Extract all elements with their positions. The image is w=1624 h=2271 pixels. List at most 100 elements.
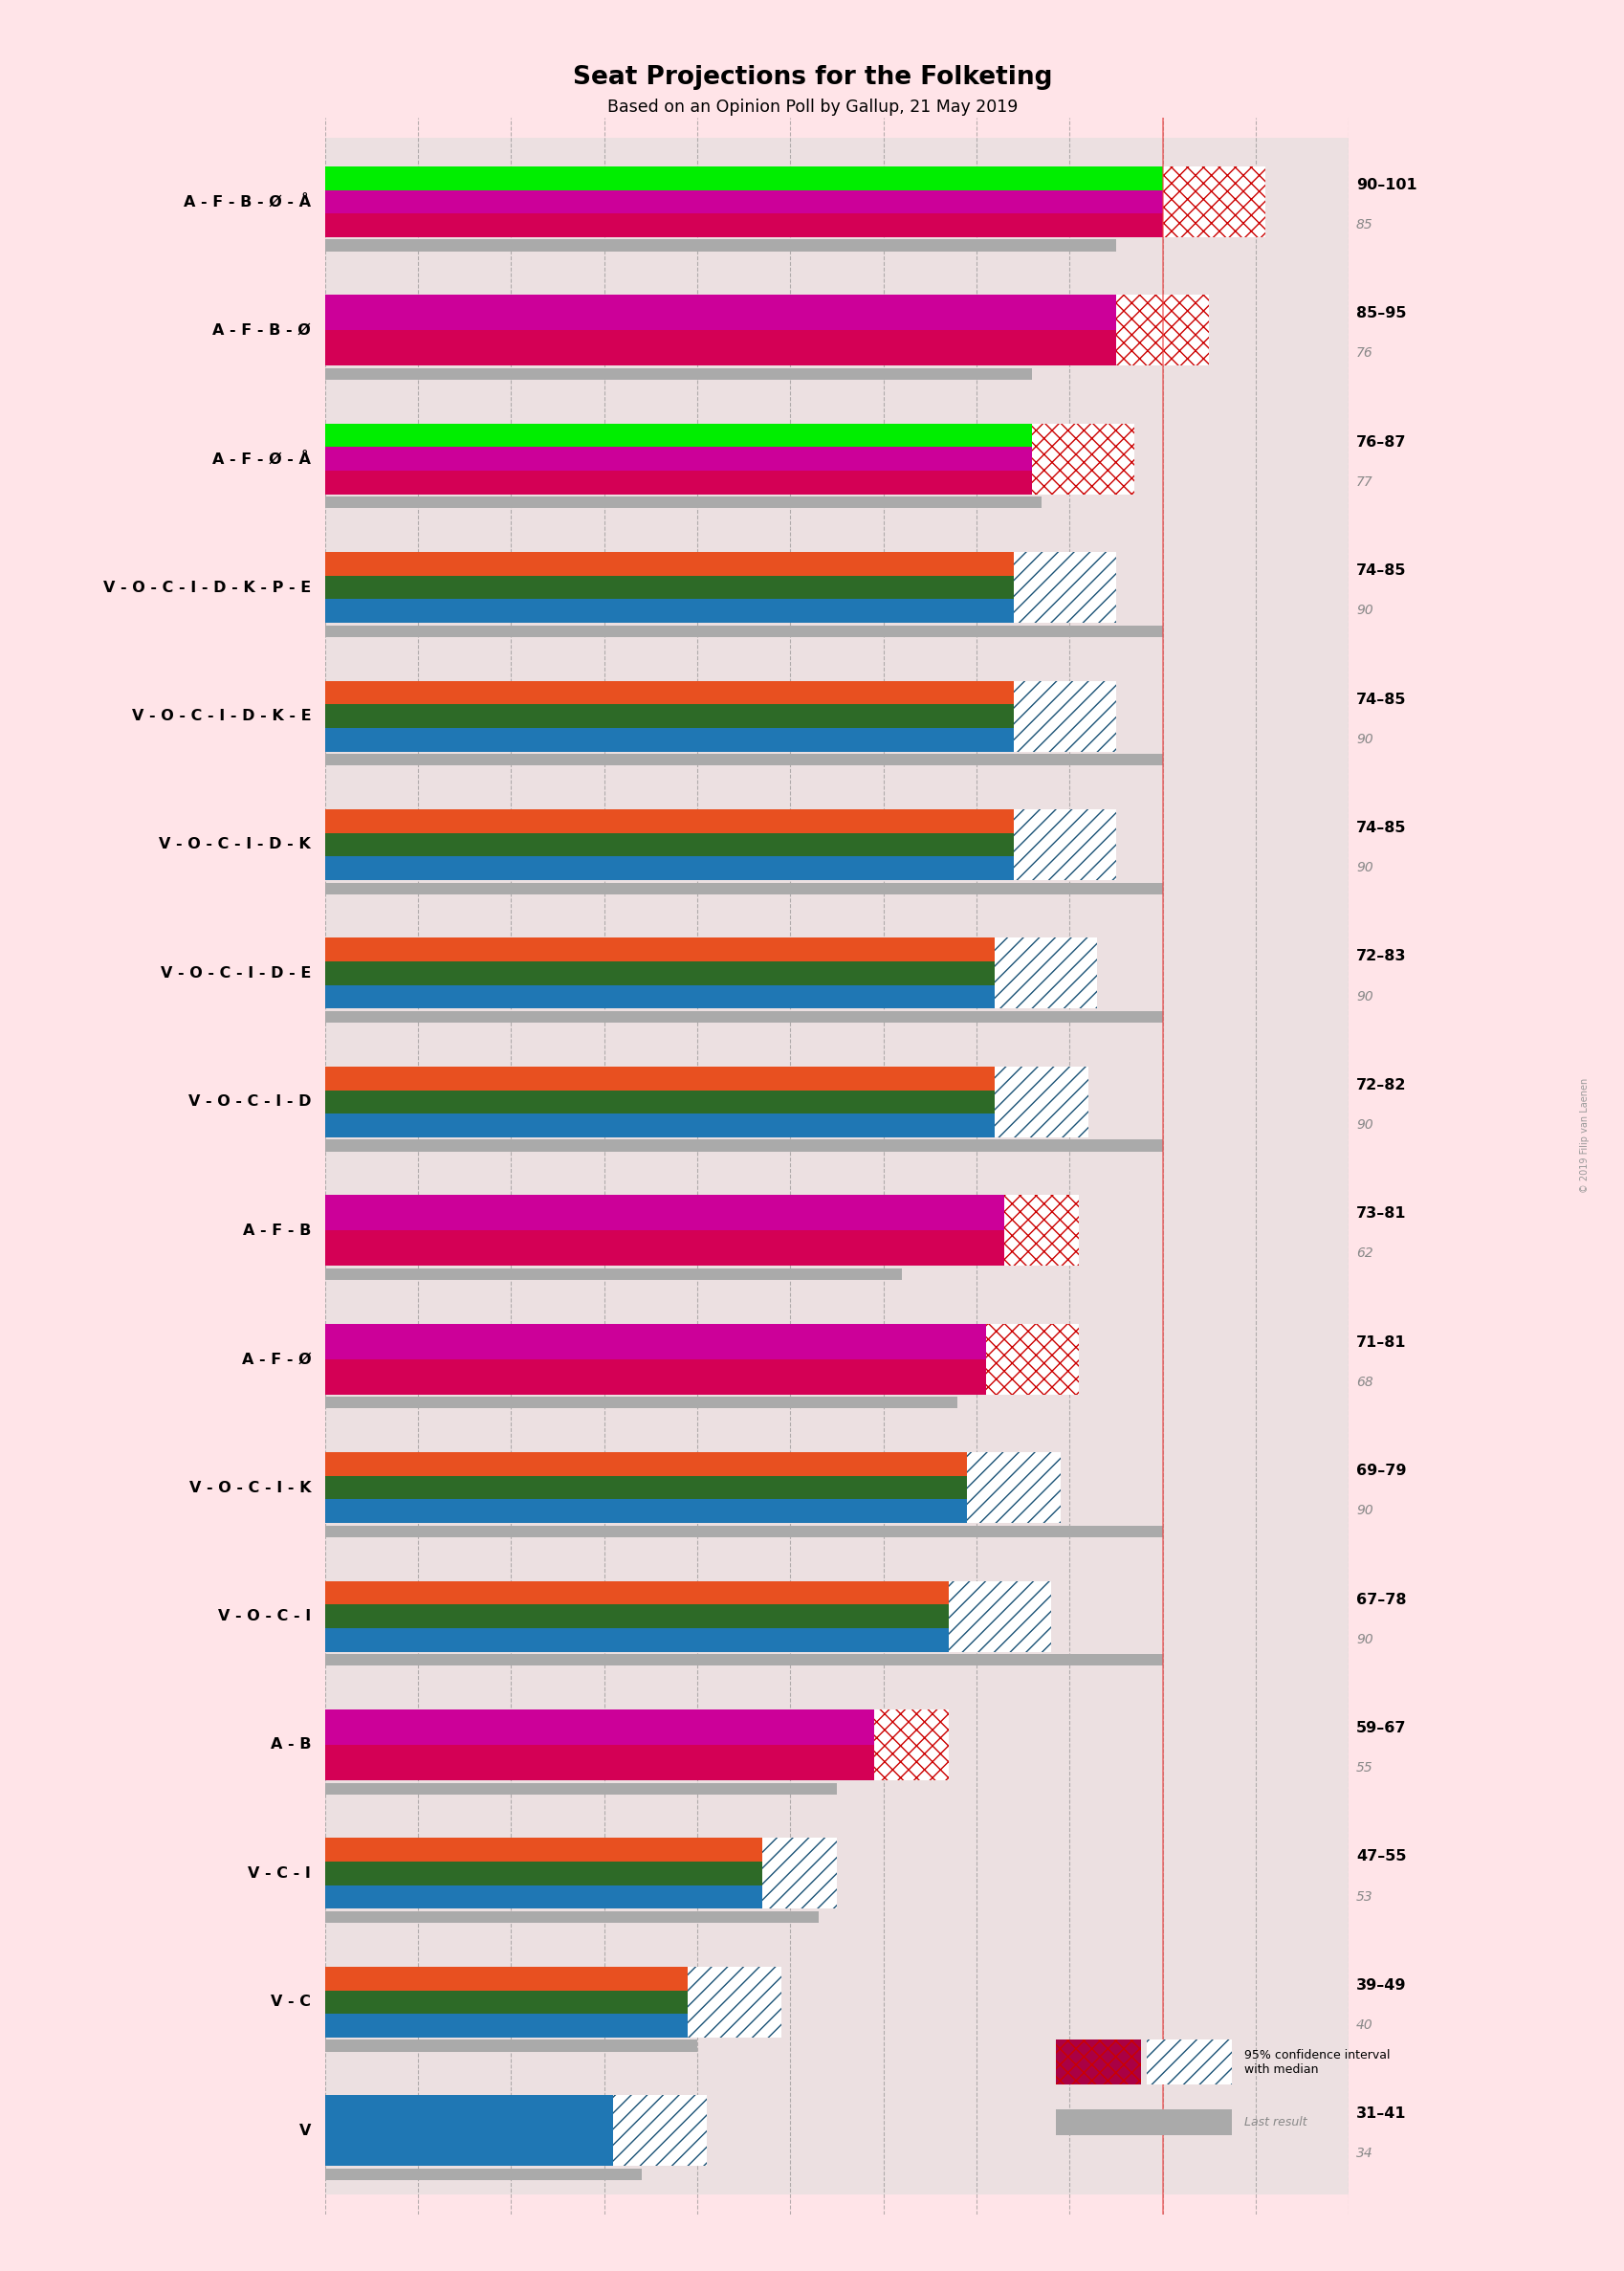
- Text: 74–85: 74–85: [1356, 820, 1405, 836]
- Bar: [994, 938, 1096, 961]
- Bar: [325, 368, 1031, 379]
- Bar: [1013, 704, 1116, 729]
- Bar: [1116, 295, 1208, 329]
- Bar: [325, 2067, 1348, 2196]
- Bar: [325, 883, 1161, 895]
- Bar: [966, 1476, 1059, 1499]
- Text: Last result: Last result: [1244, 2117, 1307, 2128]
- Text: 90: 90: [1356, 1503, 1372, 1517]
- Bar: [325, 1397, 957, 1408]
- Text: 90: 90: [1356, 734, 1372, 745]
- Text: A - F - Ø - Å: A - F - Ø - Å: [213, 452, 310, 466]
- Text: V - O - C - I - D - K - P - E: V - O - C - I - D - K - P - E: [104, 581, 310, 595]
- Bar: [325, 1476, 1013, 1499]
- Text: Seat Projections for the Folketing: Seat Projections for the Folketing: [572, 66, 1052, 89]
- Bar: [1013, 729, 1116, 752]
- Bar: [1161, 213, 1263, 236]
- Text: 85–95: 85–95: [1356, 307, 1405, 320]
- Text: 90: 90: [1356, 861, 1372, 874]
- Bar: [1116, 329, 1208, 366]
- Bar: [325, 2096, 659, 2167]
- Text: 90–101: 90–101: [1356, 177, 1416, 193]
- Bar: [325, 1967, 734, 1989]
- Text: 72–83: 72–83: [1356, 949, 1405, 963]
- Bar: [948, 1603, 1051, 1628]
- Bar: [325, 856, 1059, 881]
- Bar: [325, 1324, 1031, 1358]
- Bar: [325, 625, 1161, 636]
- Bar: [325, 1167, 1348, 1294]
- Bar: [1013, 552, 1116, 575]
- Bar: [325, 1581, 994, 1603]
- Bar: [325, 833, 1059, 856]
- Text: © 2019 Filip van Laenen: © 2019 Filip van Laenen: [1579, 1079, 1588, 1192]
- Bar: [762, 1837, 836, 1862]
- Text: V - O - C - I - D: V - O - C - I - D: [188, 1095, 310, 1108]
- Text: 69–79: 69–79: [1356, 1465, 1405, 1478]
- Bar: [325, 1862, 799, 1885]
- Bar: [325, 166, 1208, 191]
- Bar: [325, 1526, 1161, 1537]
- Bar: [1013, 833, 1116, 856]
- Bar: [325, 1653, 1161, 1665]
- Bar: [325, 781, 1348, 908]
- Text: 71–81: 71–81: [1356, 1335, 1405, 1349]
- Bar: [325, 1451, 1013, 1476]
- Text: 74–85: 74–85: [1356, 563, 1405, 577]
- Bar: [325, 1810, 1348, 1937]
- Bar: [1013, 856, 1116, 881]
- Bar: [325, 1710, 911, 1744]
- Text: 31–41: 31–41: [1356, 2107, 1405, 2121]
- Bar: [874, 1744, 948, 1780]
- Bar: [325, 447, 1078, 470]
- Bar: [325, 1424, 1348, 1551]
- Bar: [966, 1499, 1059, 1524]
- Bar: [325, 522, 1348, 652]
- Bar: [325, 422, 1078, 447]
- Bar: [325, 1090, 1041, 1113]
- Text: 59–67: 59–67: [1356, 1721, 1405, 1735]
- Text: 90: 90: [1356, 990, 1372, 1004]
- Bar: [325, 704, 1059, 729]
- Text: 34: 34: [1356, 2146, 1372, 2160]
- Bar: [325, 652, 1348, 781]
- Bar: [325, 1551, 1348, 1681]
- Bar: [325, 1783, 836, 1794]
- Text: A - F - B: A - F - B: [242, 1224, 310, 1238]
- Bar: [325, 1195, 1041, 1231]
- Bar: [325, 1989, 734, 2014]
- Bar: [325, 2039, 697, 2051]
- Bar: [1031, 447, 1134, 470]
- Bar: [325, 1603, 994, 1628]
- Text: V - O - C - I: V - O - C - I: [218, 1610, 310, 1624]
- Bar: [325, 395, 1348, 522]
- Bar: [1031, 470, 1134, 495]
- Text: 77: 77: [1356, 475, 1372, 488]
- Text: V - O - C - I - D - K - E: V - O - C - I - D - K - E: [132, 709, 310, 722]
- Text: 40: 40: [1356, 2019, 1372, 2033]
- Bar: [325, 1358, 1031, 1394]
- Bar: [762, 1885, 836, 1910]
- Bar: [325, 552, 1059, 575]
- Bar: [614, 2096, 706, 2167]
- Text: 74–85: 74–85: [1356, 693, 1405, 706]
- Text: V - O - C - I - D - K: V - O - C - I - D - K: [159, 838, 310, 852]
- Bar: [325, 1231, 1041, 1265]
- Bar: [1013, 600, 1116, 622]
- Bar: [325, 1937, 1348, 2067]
- Bar: [325, 1744, 911, 1780]
- Bar: [1031, 422, 1134, 447]
- Bar: [325, 961, 1041, 986]
- Text: A - B: A - B: [270, 1737, 310, 1751]
- Text: Based on an Opinion Poll by Gallup, 21 May 2019: Based on an Opinion Poll by Gallup, 21 M…: [607, 98, 1017, 116]
- Bar: [994, 986, 1096, 1008]
- Bar: [986, 1358, 1078, 1394]
- Text: V - O - C - I - K: V - O - C - I - K: [188, 1481, 310, 1494]
- Text: 55: 55: [1356, 1762, 1372, 1774]
- Text: 68: 68: [1356, 1376, 1372, 1390]
- Bar: [325, 2169, 641, 2180]
- Bar: [1161, 166, 1263, 191]
- Text: 76: 76: [1356, 347, 1372, 361]
- Text: A - F - B - Ø - Å: A - F - B - Ø - Å: [184, 195, 310, 209]
- Bar: [325, 497, 1041, 509]
